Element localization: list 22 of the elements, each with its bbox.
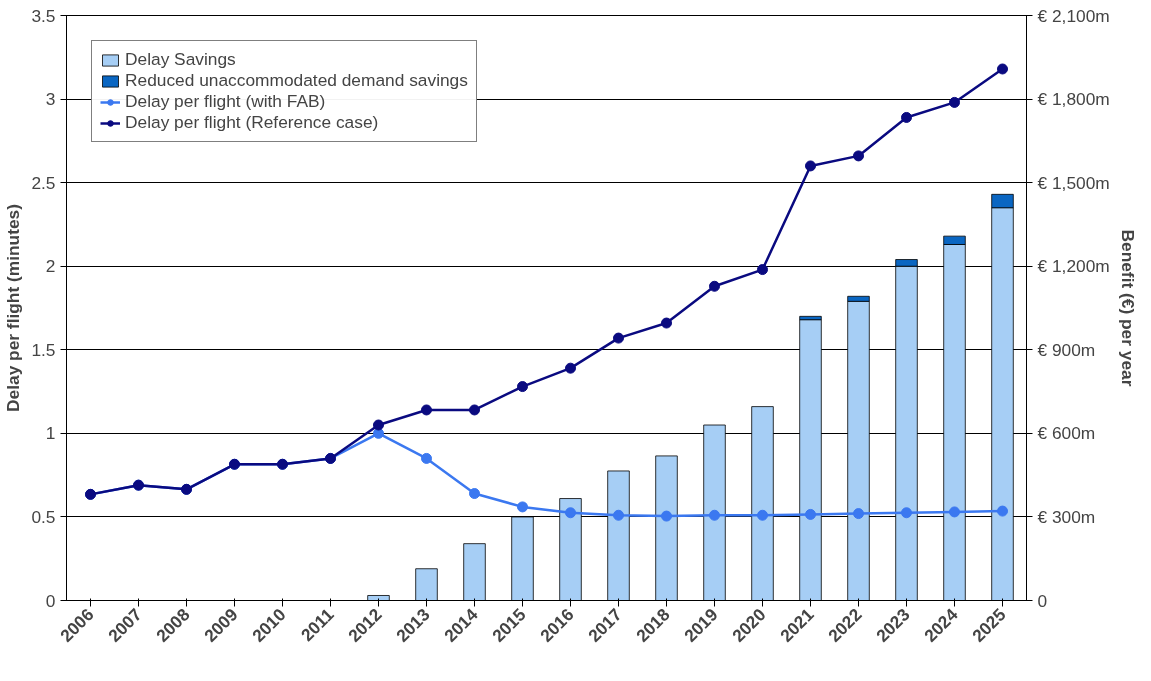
y-tick-label: 2.5: [31, 172, 56, 193]
y-tick-label: 3: [45, 89, 56, 110]
legend-label: Delay Savings: [125, 49, 236, 70]
y2-tick-label: € 2,100m: [1037, 5, 1110, 26]
y2-axis-title: Benefit (€) per year: [1117, 229, 1138, 387]
y2-tick-label: € 600m: [1037, 423, 1096, 444]
y2-tick-label: € 1,500m: [1037, 172, 1110, 193]
y-tick-label: 2: [45, 256, 56, 277]
y-tick-label: 0: [45, 590, 56, 611]
legend-label: Delay per flight (Reference case): [125, 112, 379, 133]
y-tick-label: 1.5: [31, 339, 56, 360]
y-axis-title: Delay per flight (minutes): [3, 204, 24, 412]
y2-tick-label: € 900m: [1037, 339, 1096, 360]
legend-label: Reduced unaccommodated demand savings: [125, 70, 468, 91]
y2-tick-label: € 300m: [1037, 506, 1096, 527]
y-tick-label: 1: [45, 423, 56, 444]
y2-tick-label: 0: [1037, 590, 1048, 611]
y2-tick-label: € 1,200m: [1037, 256, 1110, 277]
y-tick-label: 3.5: [31, 5, 56, 26]
y2-tick-label: € 1,800m: [1037, 89, 1110, 110]
y-tick-label: 0.5: [31, 506, 56, 527]
legend-label: Delay per flight (with FAB): [125, 91, 326, 112]
